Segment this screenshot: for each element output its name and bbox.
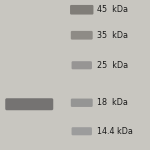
Text: 25  kDa: 25 kDa — [97, 61, 128, 70]
Text: 35  kDa: 35 kDa — [97, 31, 128, 40]
FancyBboxPatch shape — [5, 98, 53, 110]
FancyBboxPatch shape — [70, 5, 93, 15]
Text: 45  kDa: 45 kDa — [97, 5, 128, 14]
FancyBboxPatch shape — [71, 99, 93, 107]
FancyBboxPatch shape — [72, 61, 92, 69]
Text: 14.4 kDa: 14.4 kDa — [97, 127, 133, 136]
FancyBboxPatch shape — [72, 127, 92, 135]
FancyBboxPatch shape — [71, 31, 93, 40]
Text: 18  kDa: 18 kDa — [97, 98, 128, 107]
